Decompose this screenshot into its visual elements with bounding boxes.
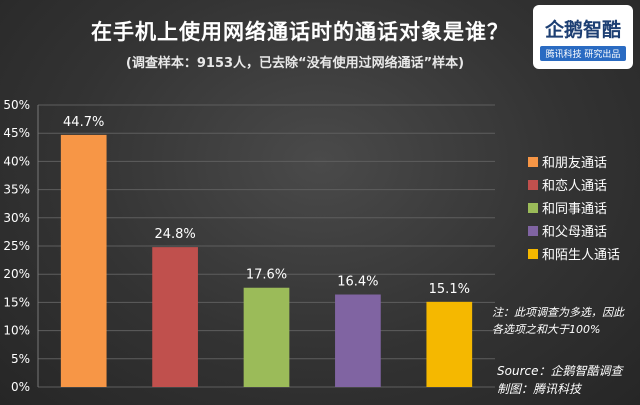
data-label: 24.8% [154, 227, 195, 242]
legend-swatch [528, 156, 538, 167]
chart-subtitle: (调查样本：9153人，已去除“没有使用过网络通话”样本) [125, 56, 465, 71]
y-tick-label: 35% [3, 183, 30, 197]
data-label: 44.7% [63, 115, 104, 130]
footnote-line-1: 注：此项调查为多选，因此 [492, 306, 624, 319]
y-tick-label: 10% [3, 324, 30, 338]
legend-item: 和陌生人通话 [528, 242, 620, 265]
legend-label: 和陌生人通话 [542, 248, 621, 263]
data-label: 15.1% [429, 282, 470, 297]
legend-swatch [528, 225, 538, 236]
brand-logo: 企鹅智酷 腾讯科技 研究出品 [533, 5, 633, 69]
y-tick-label: 30% [3, 211, 30, 225]
legend-item: 和父母通话 [528, 219, 620, 242]
y-tick-label: 40% [3, 154, 30, 168]
source-line: Source：企鹅智酷调查 [497, 364, 623, 378]
logo-tagline: 腾讯科技 研究出品 [539, 46, 627, 61]
credit-line: 制图：腾讯科技 [497, 382, 582, 396]
legend-item: 和同事通话 [528, 196, 620, 219]
legend-item: 和朋友通话 [528, 150, 620, 173]
y-tick-label: 25% [3, 239, 30, 253]
y-tick-label: 5% [11, 352, 30, 366]
y-tick-label: 50% [3, 98, 30, 112]
y-tick-label: 45% [3, 126, 30, 140]
logo-name: 企鹅智酷 [544, 19, 621, 41]
bar [243, 287, 290, 387]
legend-label: 和同事通话 [542, 202, 608, 217]
legend-label: 和恋人通话 [542, 179, 608, 194]
legend-label: 和朋友通话 [542, 156, 608, 171]
y-tick-label: 0% [11, 380, 30, 394]
chart-title: 在手机上使用网络通话时的通话对象是谁？ [91, 20, 509, 44]
legend-swatch [528, 179, 538, 190]
bar [60, 134, 107, 387]
legend-swatch [528, 202, 538, 213]
data-label: 16.4% [337, 275, 378, 290]
legend-item: 和恋人通话 [528, 173, 620, 196]
y-tick-label: 20% [3, 267, 30, 281]
footnote-line-2: 各选项之和大于100% [492, 323, 601, 336]
y-tick-label: 15% [3, 295, 30, 309]
legend-label: 和父母通话 [542, 225, 608, 240]
bar [152, 247, 198, 387]
chart-legend: 和朋友通话和恋人通话和同事通话和父母通话和陌生人通话 [528, 150, 620, 265]
source-credit: Source：企鹅智酷调查 制图：腾讯科技 [497, 362, 622, 398]
bar [426, 301, 473, 387]
bar [335, 294, 381, 387]
legend-swatch [528, 248, 538, 259]
footnote: 注：此项调查为多选，因此 各选项之和大于100% [492, 304, 624, 338]
data-label: 17.6% [246, 268, 287, 283]
